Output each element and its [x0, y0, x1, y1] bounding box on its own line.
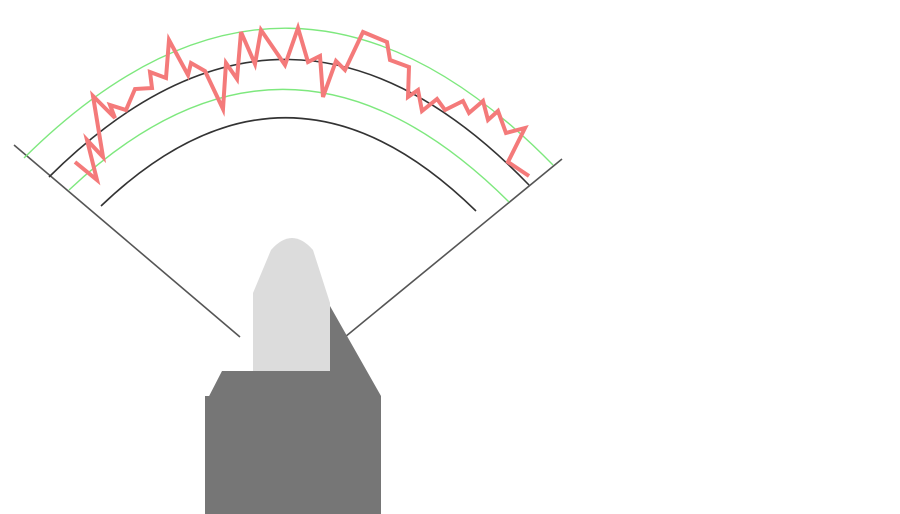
scan-fan: [13, 144, 563, 338]
band-arc-inner: [68, 88, 510, 203]
fan-edge-left: [13, 144, 241, 338]
sensor-body-base: [205, 396, 381, 514]
band-arc-outer: [23, 27, 554, 166]
signal-trace: [73, 21, 531, 186]
sensor-cap: [253, 238, 330, 371]
fan-edge-right: [344, 158, 563, 338]
sensor-device: [205, 238, 381, 514]
reference-arc-inner: [100, 116, 477, 212]
scan-arcs: [23, 27, 554, 212]
reference-arc-outer: [48, 58, 530, 186]
